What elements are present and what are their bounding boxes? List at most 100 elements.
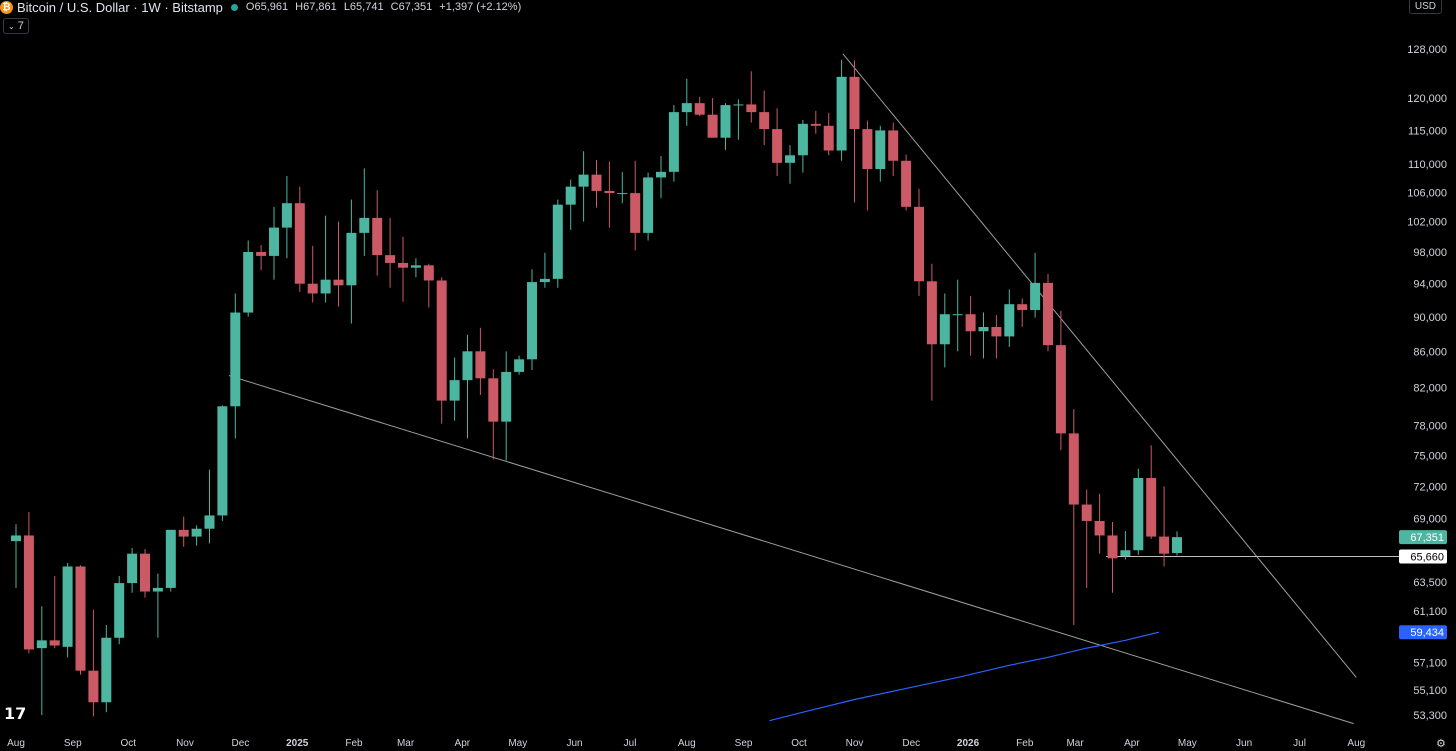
x-axis-tick-label: 2025 [286,738,309,749]
tradingview-logo-icon: 𝟭𝟳 [4,706,27,723]
y-axis-tick-label: 53,300 [1413,710,1447,722]
candle-body [939,314,950,345]
candle-body [1094,520,1105,536]
y-axis-tick-label: 106,000 [1407,187,1447,199]
gear-icon[interactable]: ⚙ [1436,738,1446,750]
candle-body [101,637,112,703]
price-label-badge [1399,549,1447,564]
y-axis-tick-label: 115,000 [1408,125,1447,137]
x-axis-tick-label: May [1178,738,1197,749]
candle-body [565,186,576,205]
candle-body [965,314,976,332]
candle-body [191,528,202,537]
candle-body [785,155,795,163]
y-axis-tick-label: 69,000 [1413,514,1447,526]
price-label: 65,660 [1410,551,1444,563]
trend-line-lower-support [228,375,1354,725]
x-axis-tick-label: 2026 [957,738,980,749]
candle-body [720,105,731,138]
moving-average-line [769,631,1160,722]
y-axis-tick-label: 90,000 [1413,312,1447,324]
candle-body [372,217,383,256]
candle-body [398,262,408,268]
candle-body [926,281,937,345]
candle-body [978,326,989,332]
close-value: C67,351 [390,1,433,13]
x-axis-tick-label: Apr [1124,738,1140,749]
y-axis-tick-label: 72,000 [1413,481,1447,493]
candle-body [127,553,138,584]
candle-body [204,515,215,529]
x-axis-tick-label: Nov [846,738,864,749]
x-axis-tick-label: Aug [1347,738,1365,749]
x-axis-tick-label: Feb [1016,738,1034,749]
change-value: +1,397 (+2.12%) [439,1,522,13]
candle-body [114,583,125,638]
indicators-toggle-button[interactable]: ⌄ 7 [3,18,29,34]
candle-body [836,76,847,151]
x-axis-tick-label: Nov [176,738,194,749]
candle-body [604,190,615,194]
y-axis-tick-label: 120,000 [1407,93,1447,105]
candle-body [578,174,589,187]
candle-body [1133,477,1144,551]
candle-body [320,279,331,294]
candle-body [1004,304,1015,337]
candle-body [294,203,305,284]
candle-body [1030,282,1041,311]
low-value: L65,741 [343,1,384,13]
candle-body [888,130,899,161]
candle-body [591,174,602,191]
bitcoin-icon: ₿ [0,0,13,14]
candle-body [410,265,421,268]
candle-body [488,378,499,422]
currency-selector[interactable]: USD [1408,0,1442,14]
high-value: H67,861 [295,1,337,13]
candle-body [1120,550,1131,556]
candle-body [307,283,318,294]
candle-body [952,314,963,316]
candle-body [514,359,525,372]
candle-body [527,282,537,360]
candle-body [875,130,886,170]
open-value: O65,961 [245,1,289,13]
x-axis-tick-label: Mar [1066,738,1084,749]
candle-body [991,326,1002,337]
candle-body [385,255,396,263]
x-axis-tick-label: Aug [7,738,25,749]
candle-body [862,129,873,170]
candle-body [346,232,357,286]
candle-body [243,252,254,313]
candle-body [165,529,176,588]
ohlc-readout: O65,961 H67,861 L65,741 C67,351 +1,397 (… [246,1,525,13]
candle-body [11,535,21,542]
candle-body [88,670,99,703]
candle-body [914,206,924,282]
candle-body [681,103,692,113]
x-axis-tick-label: Sep [735,738,753,749]
candle-body [140,553,150,592]
x-axis-tick-label: Oct [791,738,807,749]
candle-body [1172,537,1182,553]
symbol-title[interactable]: Bitcoin / U.S. Dollar · 1W · Bitstamp [17,0,223,15]
candle-body [501,371,512,422]
y-axis-tick-label: 55,100 [1413,685,1447,697]
price-label-badge [1399,530,1447,545]
candle-body [436,280,447,401]
candle-body [36,640,47,649]
x-axis-tick-label: May [508,738,527,749]
y-axis-tick-label: 128,000 [1407,44,1447,56]
candle-body [217,406,228,516]
candle-body [256,252,267,256]
candle-body [49,640,60,646]
candle-body [668,112,679,172]
candle-body [552,204,563,279]
x-axis-tick-label: Jul [624,738,637,749]
x-axis-tick-label: Apr [455,738,471,749]
candle-body [178,529,189,537]
candle-body [475,351,486,379]
y-axis-tick-label: 75,000 [1413,450,1447,462]
candle-body [539,278,550,283]
candle-body [901,160,912,207]
